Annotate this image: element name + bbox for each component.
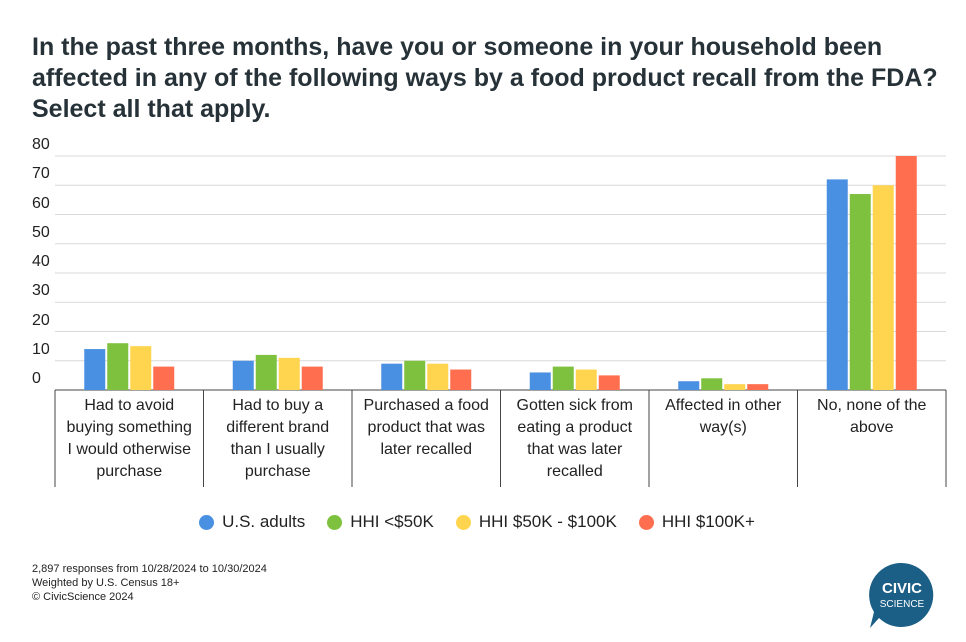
category-label-line: No, none of the <box>817 397 927 414</box>
bar <box>552 366 574 390</box>
bar <box>301 366 323 390</box>
bar <box>450 369 472 390</box>
bar <box>427 363 449 390</box>
bar <box>84 349 106 390</box>
category-label-line: recalled <box>546 463 603 480</box>
category-label-line: different brand <box>226 419 330 436</box>
y-tick-label: 70 <box>32 165 50 183</box>
category-label-line: purchase <box>96 463 163 480</box>
legend-item: U.S. adults <box>199 512 305 532</box>
bar <box>153 366 175 390</box>
bar <box>575 369 597 390</box>
bar <box>895 156 917 390</box>
category-label-line: above <box>849 419 894 436</box>
category-label-line: product that was <box>367 419 485 436</box>
bar <box>130 346 152 390</box>
y-tick-label: 80 <box>32 136 50 153</box>
bar <box>107 343 129 390</box>
category-label-line: Affected in other <box>665 397 782 414</box>
category-label-line: way(s) <box>699 419 747 436</box>
bar <box>701 378 723 390</box>
category-label-line: later recalled <box>380 441 473 458</box>
legend-label: HHI $50K - $100K <box>478 512 617 531</box>
legend-swatch <box>638 514 654 530</box>
footer-copyright: © CivicScience 2024 <box>32 591 134 603</box>
category-label-line: Purchased a food <box>363 397 489 414</box>
category-label: No, none of the above <box>798 395 946 439</box>
legend-item: HHI $50K - $100K <box>455 512 617 532</box>
category-label-line: that was later <box>527 441 623 458</box>
legend-item: HHI <$50K <box>327 512 434 532</box>
category-label-line: than I usually <box>230 441 325 458</box>
legend-swatch <box>327 514 343 530</box>
category-label-line: buying something <box>66 419 192 436</box>
footer-notes: 2,897 responses from 10/28/2024 to 10/30… <box>32 562 267 604</box>
legend-label: HHI <$50K <box>350 512 434 531</box>
chart-title: In the past three months, have you or so… <box>32 33 938 123</box>
y-tick-label: 50 <box>32 223 50 241</box>
bar <box>255 354 277 390</box>
y-tick-label: 30 <box>32 282 50 300</box>
civicscience-logo: CIVIC SCIENCE <box>869 562 934 628</box>
chart-legend: U.S. adults HHI <$50K HHI $50K - $100K HHI … <box>0 512 966 532</box>
footer-responses: 2,897 responses from 10/28/2024 to 10/30… <box>32 563 267 575</box>
y-tick-label: 60 <box>32 194 50 212</box>
y-tick-label: 10 <box>32 340 50 358</box>
category-label-line: Had to avoid <box>84 397 175 414</box>
bar <box>872 185 894 390</box>
category-label-line: purchase <box>244 463 311 480</box>
y-tick-label: 20 <box>32 311 50 329</box>
legend-label: U.S. adults <box>222 512 306 531</box>
bar <box>849 194 871 390</box>
bar <box>404 360 426 390</box>
bar <box>826 179 848 390</box>
logo-text-science: SCIENCE <box>880 599 925 610</box>
category-label-line: Had to buy a <box>232 397 324 414</box>
category-label-line: eating a product <box>517 419 633 436</box>
footer-weighting: Weighted by U.S. Census 18+ <box>32 577 180 589</box>
legend-item: HHI $100K+ <box>638 512 755 532</box>
legend-label: HHI $100K+ <box>661 512 755 531</box>
bar <box>381 363 403 390</box>
category-label-line: I would otherwise <box>67 441 192 458</box>
legend-swatch <box>455 514 471 530</box>
category-label: Purchased a food product that was later re… <box>352 395 500 461</box>
bar <box>678 381 700 390</box>
category-label-line: Gotten sick from <box>516 397 633 414</box>
category-label: Gotten sick from eating a product that was… <box>501 395 649 483</box>
bar <box>232 360 254 390</box>
category-label: Had to buy a different brand than I usuall… <box>204 395 352 483</box>
bar <box>278 357 300 390</box>
bar <box>598 375 620 390</box>
logo-text-civic: CIVIC <box>882 580 922 597</box>
bar <box>724 384 746 390</box>
bar-chart <box>54 155 947 487</box>
legend-swatch <box>199 514 215 530</box>
category-label: Affected in other way(s) <box>649 395 797 439</box>
y-tick-label: 0 <box>32 370 41 387</box>
bar <box>747 384 769 390</box>
y-tick-label: 40 <box>32 253 50 270</box>
category-label: Had to avoid buying something I would othe… <box>55 395 203 483</box>
bar <box>529 372 551 390</box>
